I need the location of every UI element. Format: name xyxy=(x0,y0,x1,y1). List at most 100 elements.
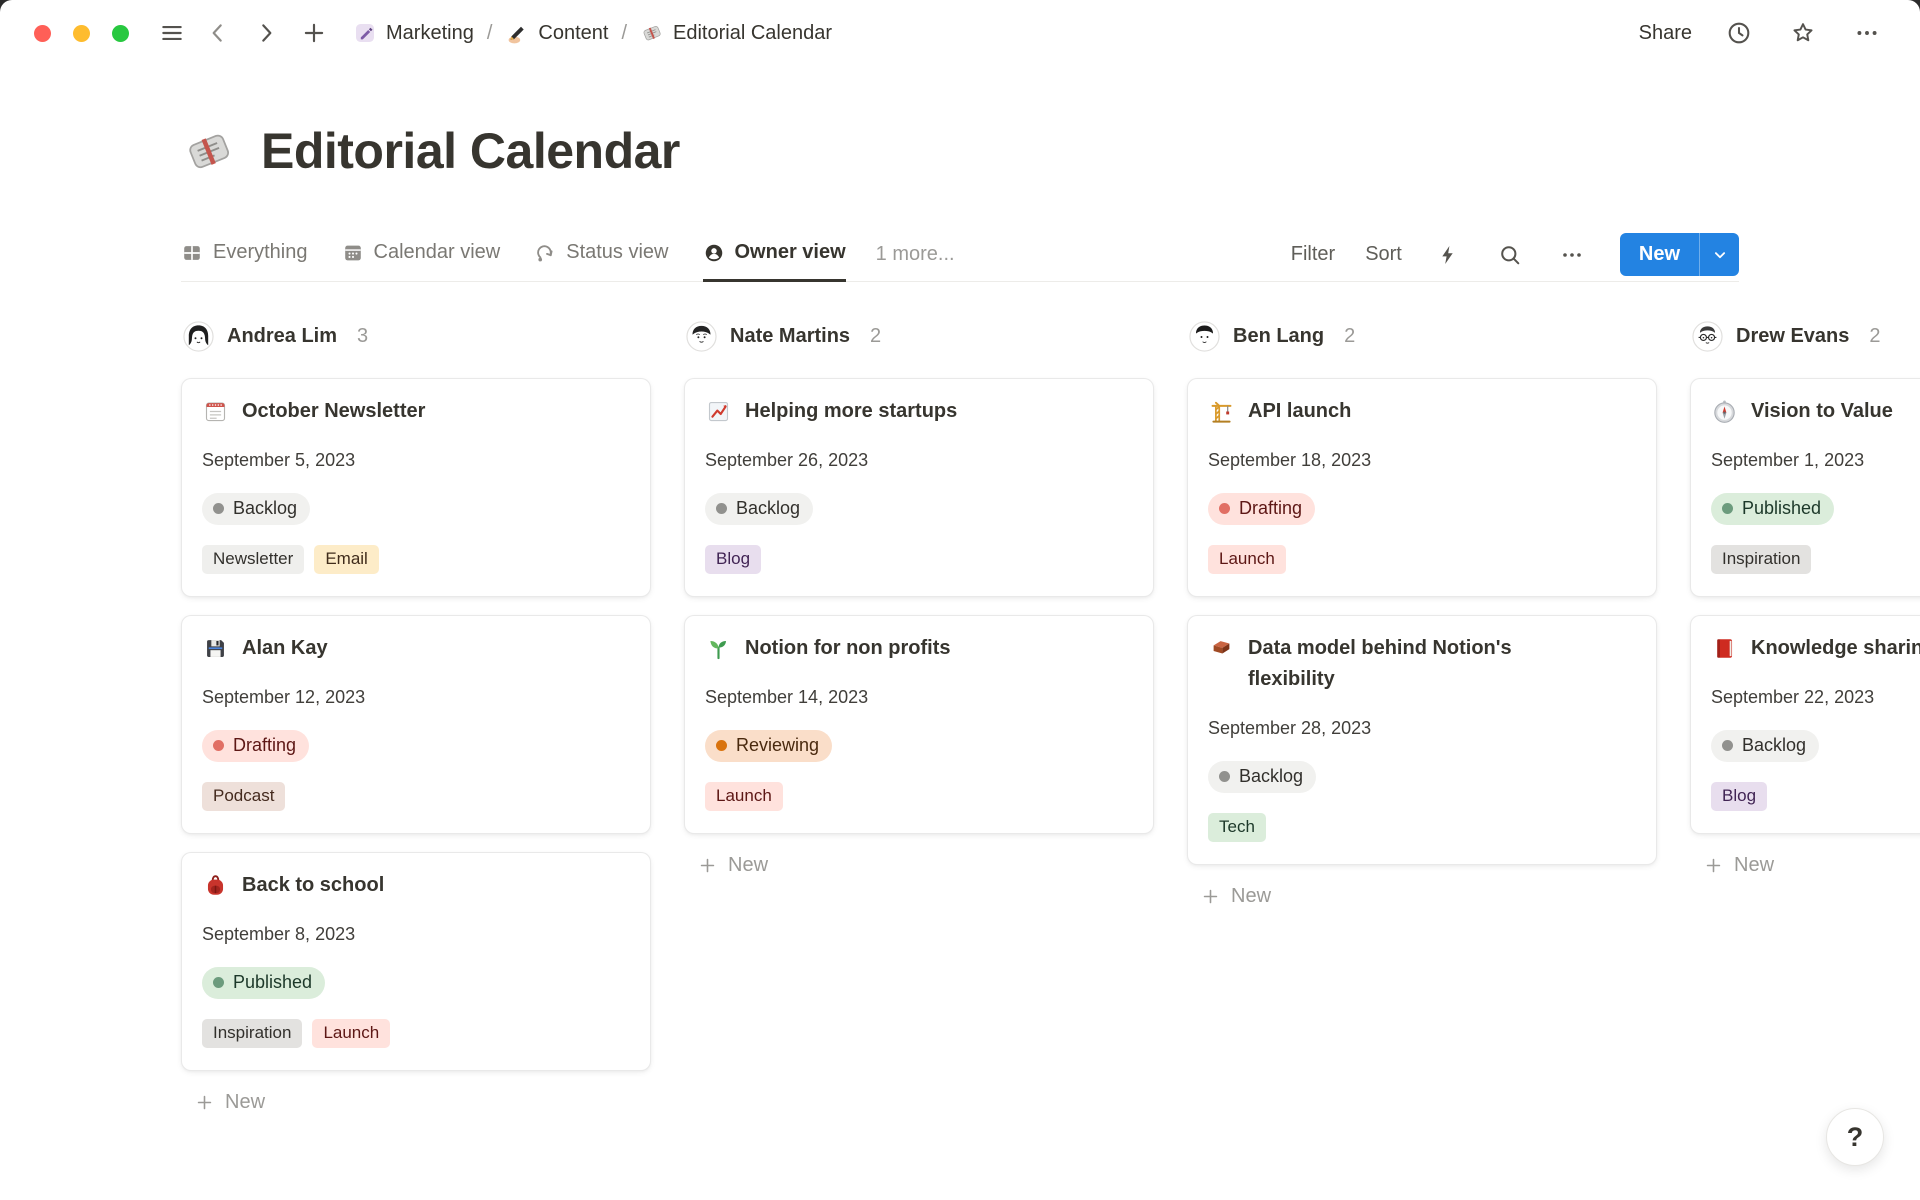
avatar xyxy=(1189,321,1220,352)
card-knowledge-sharing[interactable]: Knowledge sharing September 22, 2023 Bac… xyxy=(1690,615,1920,834)
updates-button[interactable] xyxy=(1722,16,1756,50)
newspaper-icon[interactable] xyxy=(181,123,237,179)
column-header[interactable]: Drew Evans 2 xyxy=(1690,318,1920,354)
filter-button[interactable]: Filter xyxy=(1290,243,1336,265)
card-back-to-school[interactable]: Back to school September 8, 2023 Publish… xyxy=(181,852,651,1071)
column-header[interactable]: Ben Lang 2 xyxy=(1187,318,1657,354)
card-title: Notion for non profits xyxy=(745,637,951,659)
breadcrumb-label: Editorial Calendar xyxy=(673,21,832,44)
view-options-button[interactable] xyxy=(1556,239,1588,271)
status-badge: Backlog xyxy=(1711,730,1820,762)
close-window-button[interactable] xyxy=(34,24,51,42)
add-card-button[interactable]: New xyxy=(1187,885,1657,908)
status-badge: Drafting xyxy=(1208,493,1316,525)
topbar: Marketing / Content / Editorial Calendar… xyxy=(0,0,1920,66)
new-button-dropdown[interactable] xyxy=(1699,233,1739,276)
column-count: 2 xyxy=(1869,324,1881,347)
more-options-button[interactable] xyxy=(1850,16,1884,50)
column-header[interactable]: Nate Martins 2 xyxy=(684,318,1154,354)
status-dot xyxy=(1722,503,1733,514)
card-october-newsletter[interactable]: October Newsletter September 5, 2023 Bac… xyxy=(181,378,651,597)
tag-newsletter: Newsletter xyxy=(202,545,305,574)
column-count: 2 xyxy=(1344,324,1356,347)
table-view-icon xyxy=(181,242,203,264)
add-card-button[interactable]: New xyxy=(1690,854,1920,877)
page-title[interactable]: Editorial Calendar xyxy=(261,123,680,179)
card-alan-kay[interactable]: Alan Kay September 12, 2023 Drafting Pod… xyxy=(181,615,651,834)
add-card-label: New xyxy=(1231,885,1272,907)
star-icon xyxy=(1790,20,1816,46)
status-badge: Published xyxy=(1711,493,1835,525)
card-title: Knowledge sharing xyxy=(1751,637,1920,659)
card-date: September 12, 2023 xyxy=(202,687,366,707)
card-data-model[interactable]: Data model behind Notion's flexibility S… xyxy=(1187,615,1657,865)
card-title: Data model behind Notion's flexibility xyxy=(1248,637,1512,690)
card-helping-more-startups[interactable]: Helping more startups September 26, 2023… xyxy=(684,378,1154,597)
tab-everything[interactable]: Everything xyxy=(181,228,308,282)
zoom-window-button[interactable] xyxy=(112,24,129,42)
plus-icon xyxy=(698,856,717,875)
nav-forward-button[interactable] xyxy=(249,16,283,50)
minimize-window-button[interactable] xyxy=(73,24,90,42)
tab-status-view[interactable]: Status view xyxy=(534,228,669,282)
card-date: September 22, 2023 xyxy=(1711,687,1875,707)
card-vision-to-value[interactable]: Vision to Value September 1, 2023 Publis… xyxy=(1690,378,1920,597)
new-page-button[interactable] xyxy=(297,16,331,50)
status-dot xyxy=(716,740,727,751)
add-card-button[interactable]: New xyxy=(181,1091,651,1114)
tab-calendar-view[interactable]: Calendar view xyxy=(342,228,501,282)
tag-blog: Blog xyxy=(705,545,762,574)
share-button[interactable]: Share xyxy=(1638,21,1692,44)
search-button[interactable] xyxy=(1494,239,1526,271)
new-button[interactable]: New xyxy=(1620,233,1699,276)
card-date: September 18, 2023 xyxy=(1208,450,1372,470)
breadcrumb-label: Content xyxy=(538,21,609,44)
breadcrumb-item-marketing[interactable]: Marketing xyxy=(347,18,480,48)
marketing-page-icon xyxy=(353,21,377,45)
breadcrumb-item-editorial-calendar[interactable]: Editorial Calendar xyxy=(634,18,838,48)
tag-tech: Tech xyxy=(1208,813,1266,842)
automations-button[interactable] xyxy=(1432,239,1464,271)
building-construction-icon xyxy=(1208,398,1235,425)
new-button-group: New xyxy=(1619,233,1739,276)
tag-inspiration: Inspiration xyxy=(202,1019,303,1048)
tab-owner-view[interactable]: Owner view xyxy=(702,228,846,282)
breadcrumb-separator: / xyxy=(621,21,627,44)
chart-increasing-icon xyxy=(705,398,732,425)
nav-back-button[interactable] xyxy=(201,16,235,50)
compass-icon xyxy=(1711,398,1738,425)
add-card-button[interactable]: New xyxy=(684,854,1154,877)
traffic-lights xyxy=(34,24,129,42)
plus-icon xyxy=(1704,856,1723,875)
help-button[interactable]: ? xyxy=(1826,1108,1884,1166)
breadcrumb-item-content[interactable]: Content xyxy=(499,18,614,48)
card-date: September 28, 2023 xyxy=(1208,718,1372,738)
red-book-icon xyxy=(1711,635,1738,662)
tab-label: Calendar view xyxy=(373,241,501,263)
tag-podcast: Podcast xyxy=(202,782,286,811)
status-badge: Published xyxy=(202,967,326,999)
view-toolbar: Everything Calendar view Status view Own… xyxy=(181,228,1739,282)
sidebar-toggle-button[interactable] xyxy=(155,16,189,50)
board-column-nate-martins: Nate Martins 2 Helping more startups Sep… xyxy=(684,318,1154,1114)
avatar xyxy=(1692,321,1723,352)
status-badge: Backlog xyxy=(202,493,311,525)
plus-icon xyxy=(1201,887,1220,906)
tag-launch: Launch xyxy=(312,1019,391,1048)
sort-button[interactable]: Sort xyxy=(1365,243,1402,265)
tag-launch: Launch xyxy=(1208,545,1286,574)
favorite-button[interactable] xyxy=(1786,16,1820,50)
more-views-link[interactable]: 1 more... xyxy=(875,243,955,265)
status-dot xyxy=(1219,503,1230,514)
plus-icon xyxy=(301,20,327,46)
avatar xyxy=(183,321,214,352)
breadcrumb: Marketing / Content / Editorial Calendar xyxy=(347,18,838,48)
card-title: October Newsletter xyxy=(242,400,426,422)
status-dot xyxy=(213,977,224,988)
column-header[interactable]: Andrea Lim 3 xyxy=(181,318,651,354)
column-owner-name: Drew Evans xyxy=(1736,324,1850,347)
card-notion-for-non-profits[interactable]: Notion for non profits September 14, 202… xyxy=(684,615,1154,834)
card-api-launch[interactable]: API launch September 18, 2023 Drafting L… xyxy=(1187,378,1657,597)
backpack-icon xyxy=(202,872,229,899)
